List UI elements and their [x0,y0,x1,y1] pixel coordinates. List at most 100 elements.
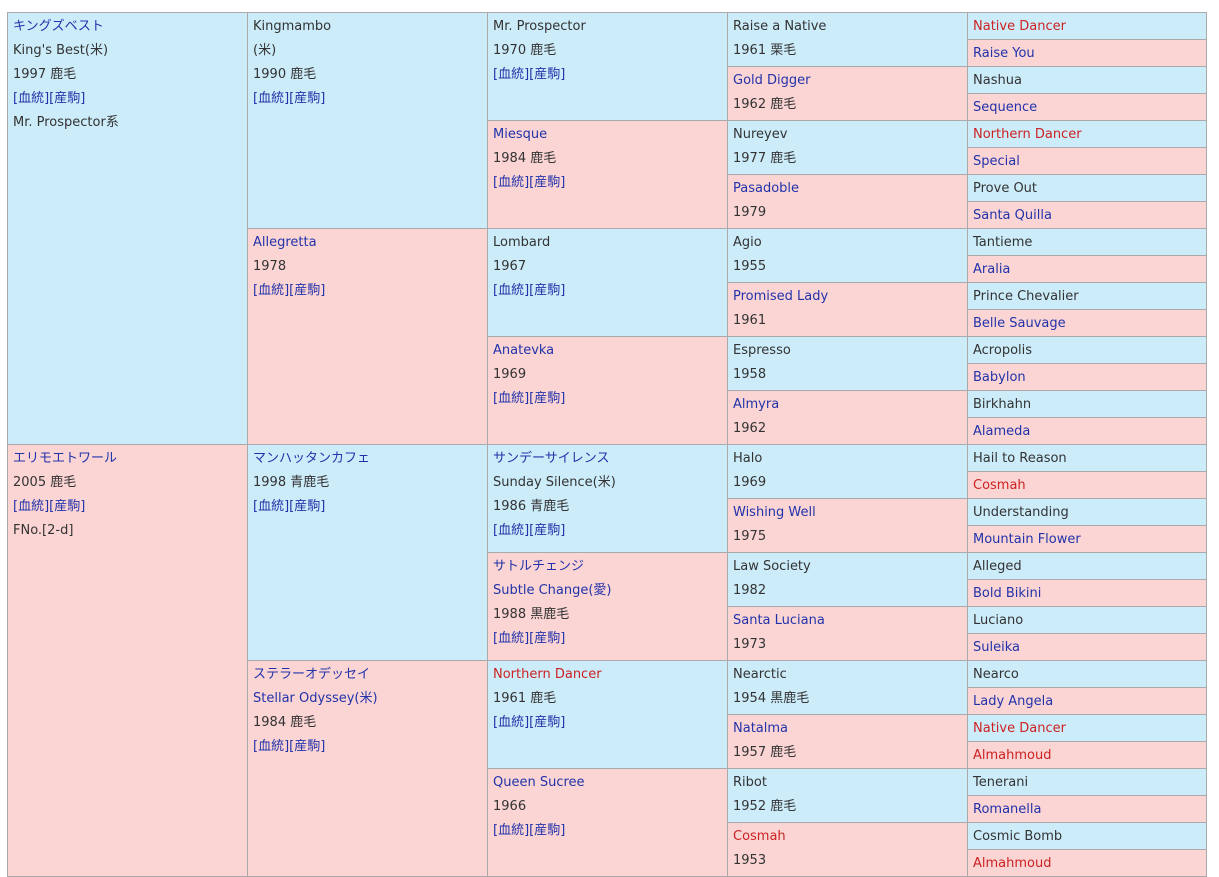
pedigree-cell-g4-16: Cosmah 1953 [727,822,968,877]
sire-line-note: Mr. Prospector系 [13,115,119,130]
horse-name-ja: サトルチェンジ [493,559,585,574]
pedigree-cell-g2-2: Allegretta 1978 [血統][産駒] [247,228,488,445]
pedigree-cell-g5-24: Suleika [967,633,1207,661]
pedigree-cell-g5-23: Luciano [967,606,1207,634]
pedigree-cell-g4-4: Pasadoble 1979 [727,174,968,229]
bloodline-link[interactable]: [血統] [253,283,290,298]
horse-info: 1952 鹿毛 [733,799,797,814]
pedigree-cell-g5-19: Understanding [967,498,1207,526]
pedigree-cell-g4-11: Law Society 1982 [727,552,968,607]
horse-info: 1979 [733,205,767,220]
horse-name: Espresso [733,343,791,358]
dam-name-ja[interactable]: エリモエトワール [13,451,118,466]
pedigree-cell-g4-6: Promised Lady 1961 [727,282,968,337]
pedigree-cell-g5-10: Aralia [967,255,1207,283]
horse-origin: (米) [253,43,277,58]
foals-link[interactable]: [産駒] [529,631,566,646]
foals-link[interactable]: [産駒] [529,67,566,82]
horse-info: 1984 鹿毛 [253,715,317,730]
bloodline-link[interactable]: [血統] [493,715,530,730]
horse-info: 1955 [733,259,767,274]
foals-link[interactable]: [産駒] [49,499,86,514]
horse-info: 1990 鹿毛 [253,67,317,82]
pedigree-cell-g2-4: ステラーオデッセイ Stellar Odyssey(米) 1984 鹿毛 [血統… [247,660,488,877]
bloodline-link[interactable]: [血統] [253,739,290,754]
horse-name: Northern Dancer [493,667,602,682]
pedigree-cell-g5-17: Hail to Reason [967,444,1207,472]
horse-name: Gold Digger [733,73,811,88]
horse-name-en: Subtle Change(愛) [493,583,612,598]
horse-name: Santa Luciana [733,613,825,628]
horse-info: 1969 [733,475,767,490]
pedigree-cell-g5-31: Cosmic Bomb [967,822,1207,850]
pedigree-cell-g5-18: Cosmah [967,471,1207,499]
bloodline-link[interactable]: [血統] [493,631,530,646]
pedigree-cell-g5-8: Santa Quilla [967,201,1207,229]
bloodline-link[interactable]: [血統] [13,499,50,514]
pedigree-cell-g5-21: Alleged [967,552,1207,580]
pedigree-cell-g4-12: Santa Luciana 1973 [727,606,968,661]
foals-link[interactable]: [産駒] [289,283,326,298]
bloodline-link[interactable]: [血統] [253,499,290,514]
sire-name-ja[interactable]: キングズベスト [13,19,104,34]
bloodline-link[interactable]: [血統] [493,67,530,82]
pedigree-cell-g5-5: Northern Dancer [967,120,1207,148]
foals-link[interactable]: [産駒] [49,91,86,106]
horse-name-ja: ステラーオデッセイ [253,667,371,682]
dam-cell: エリモエトワール 2005 鹿毛 [血統][産駒] FNo.[2-d] [7,444,248,877]
bloodline-link[interactable]: [血統] [493,823,530,838]
pedigree-cell-g4-7: Espresso 1958 [727,336,968,391]
horse-name: Nearctic [733,667,787,682]
foals-link[interactable]: [産駒] [289,91,326,106]
pedigree-cell-g5-4: Sequence [967,93,1207,121]
pedigree-cell-g4-14: Natalma 1957 鹿毛 [727,714,968,769]
horse-name: Ribot [733,775,767,790]
horse-name: Raise a Native [733,19,827,34]
foals-link[interactable]: [産駒] [529,283,566,298]
foals-link[interactable]: [産駒] [529,823,566,838]
horse-name: Anatevka [493,343,555,358]
horse-name: Halo [733,451,763,466]
foals-link[interactable]: [産駒] [529,715,566,730]
bloodline-link[interactable]: [血統] [13,91,50,106]
foals-link[interactable]: [産駒] [529,175,566,190]
horse-info: 1973 [733,637,767,652]
bloodline-link[interactable]: [血統] [253,91,290,106]
pedigree-cell-g5-11: Prince Chevalier [967,282,1207,310]
bloodline-link[interactable]: [血統] [493,175,530,190]
horse-info: 1982 [733,583,767,598]
bloodline-link[interactable]: [血統] [493,391,530,406]
horse-info: 1961 [733,313,767,328]
bloodline-link[interactable]: [血統] [493,523,530,538]
pedigree-cell-g4-8: Almyra 1962 [727,390,968,445]
pedigree-cell-g5-2: Raise You [967,39,1207,67]
pedigree-cell-g4-10: Wishing Well 1975 [727,498,968,553]
pedigree-cell-g5-13: Acropolis [967,336,1207,364]
horse-info: 1977 鹿毛 [733,151,797,166]
horse-name: Nureyev [733,127,788,142]
sire-info: 1997 鹿毛 [13,67,77,82]
horse-info: 1957 鹿毛 [733,745,797,760]
pedigree-cell-g4-9: Halo 1969 [727,444,968,499]
horse-info: 1998 青鹿毛 [253,475,330,490]
foals-link[interactable]: [産駒] [289,499,326,514]
bloodline-link[interactable]: [血統] [493,283,530,298]
dam-info: 2005 鹿毛 [13,475,77,490]
horse-name: Lombard [493,235,551,250]
horse-name: Kingmambo [253,19,332,34]
pedigree-cell-g4-2: Gold Digger 1962 鹿毛 [727,66,968,121]
foals-link[interactable]: [産駒] [529,523,566,538]
horse-info: 1975 [733,529,767,544]
foals-link[interactable]: [産駒] [529,391,566,406]
pedigree-cell-g5-1: Native Dancer [967,12,1207,40]
horse-name: マンハッタンカフェ [253,451,371,466]
horse-info: 1970 鹿毛 [493,43,557,58]
pedigree-cell-g5-27: Native Dancer [967,714,1207,742]
horse-name: Natalma [733,721,788,736]
pedigree-cell-g3-5: サンデーサイレンス Sunday Silence(米) 1986 青鹿毛 [血統… [487,444,728,553]
pedigree-cell-g5-12: Belle Sauvage [967,309,1207,337]
horse-info: 1969 [493,367,527,382]
horse-info: 1988 黒鹿毛 [493,607,570,622]
horse-info: 1954 黒鹿毛 [733,691,810,706]
foals-link[interactable]: [産駒] [289,739,326,754]
